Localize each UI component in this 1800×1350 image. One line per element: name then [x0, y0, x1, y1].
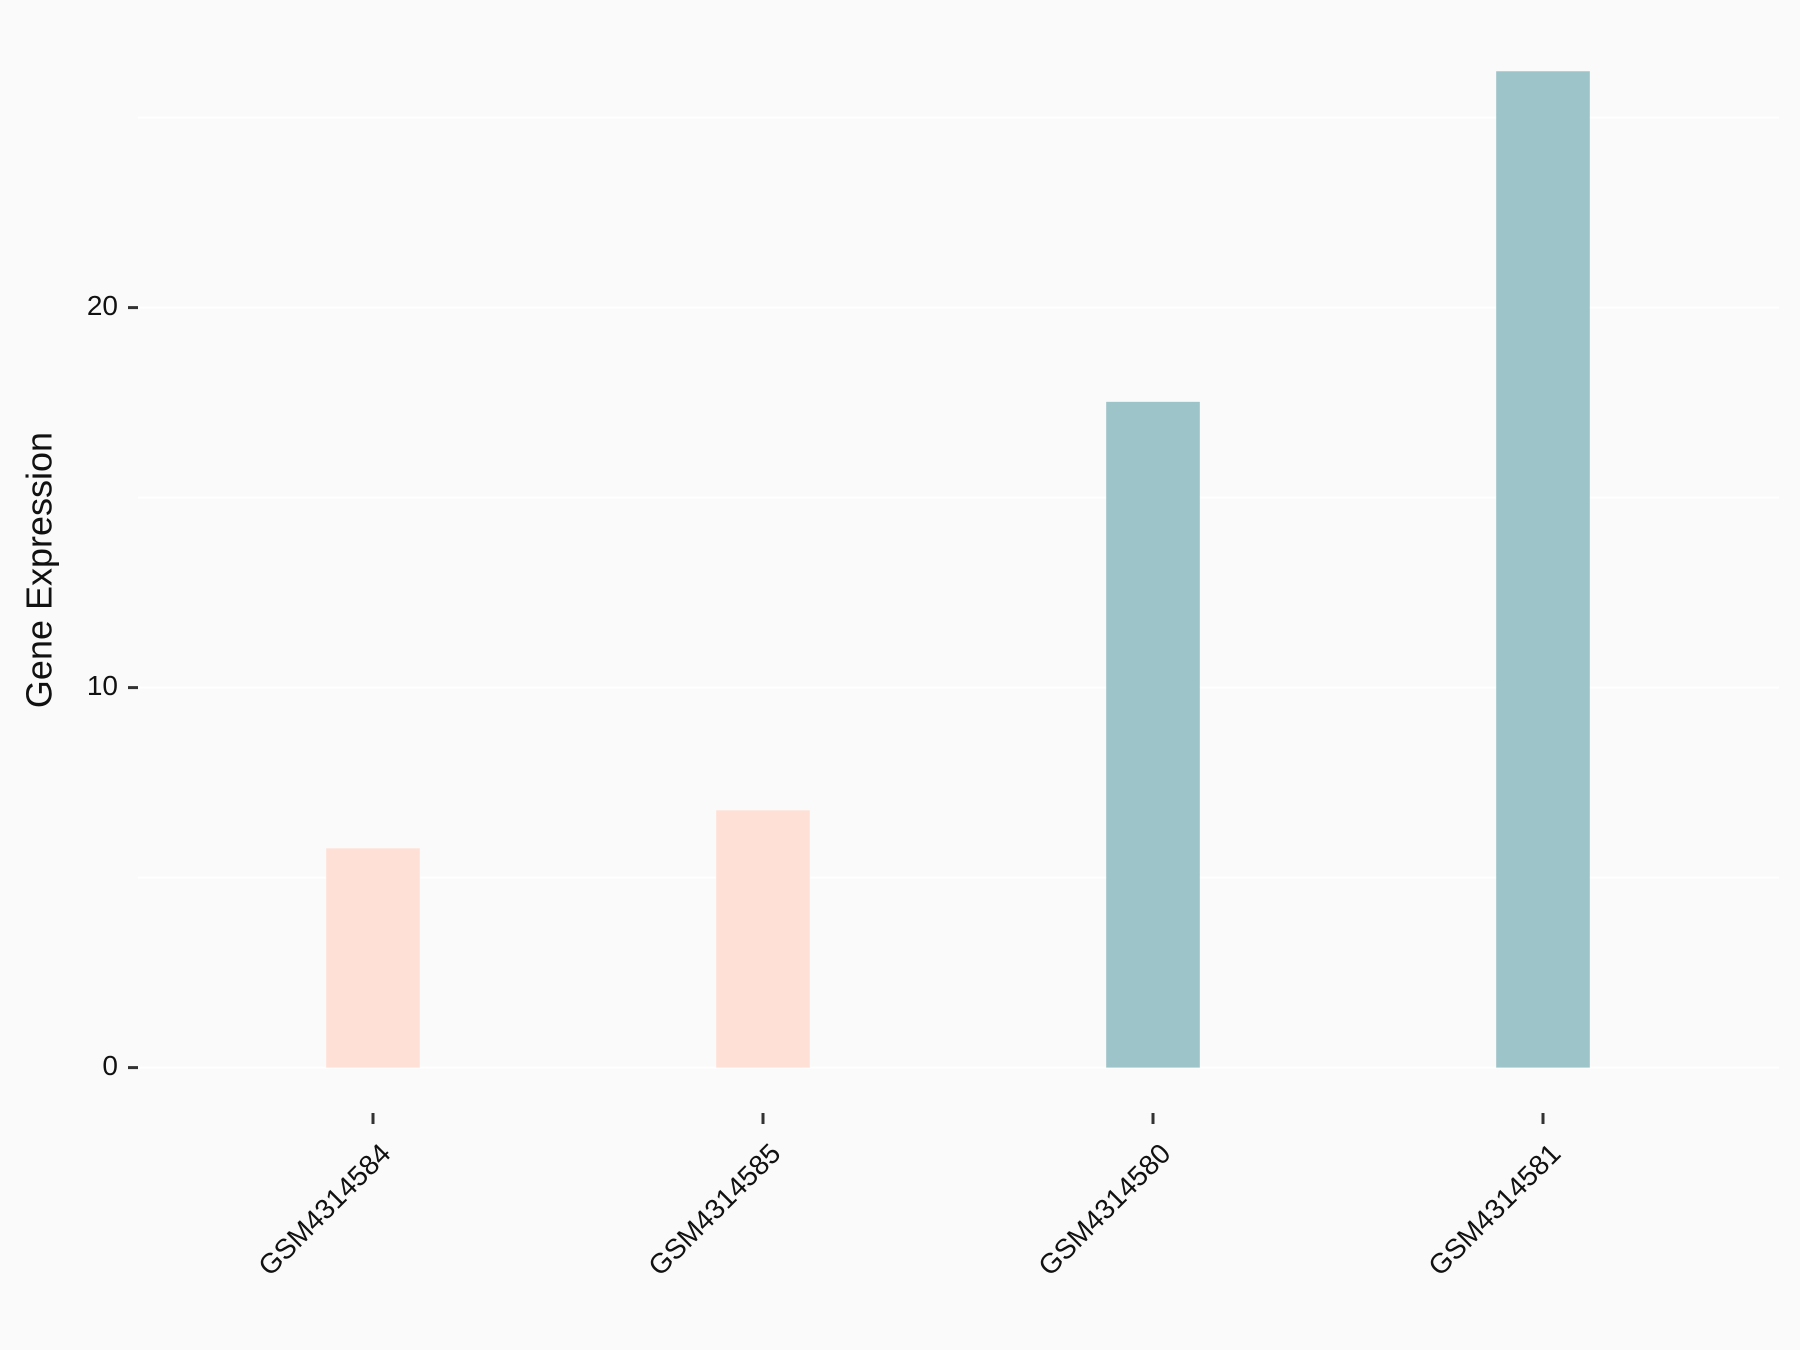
- y-axis-label: Gene Expression: [19, 432, 60, 708]
- y-tick-label: 10: [87, 670, 118, 701]
- bar: [1496, 71, 1590, 1068]
- bar: [716, 810, 810, 1068]
- y-tick-label: 20: [87, 290, 118, 321]
- x-tick-label: GSM4314585: [642, 1138, 786, 1282]
- x-tick-label: GSM4314580: [1032, 1138, 1176, 1282]
- bar: [326, 848, 420, 1068]
- bar: [1106, 401, 1200, 1068]
- y-tick-label: 0: [102, 1050, 118, 1081]
- x-tick-label: GSM4314584: [252, 1138, 396, 1282]
- x-tick-label: GSM4314581: [1422, 1138, 1566, 1282]
